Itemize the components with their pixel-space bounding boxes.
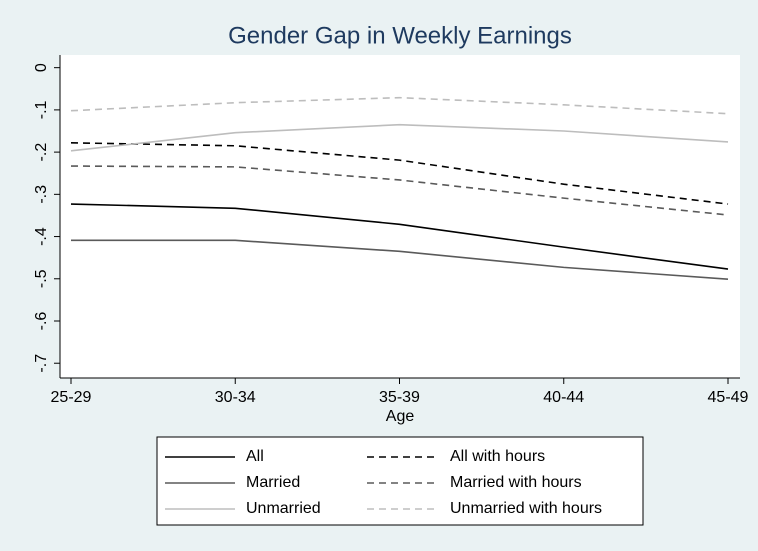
y-tick-label: -.6: [33, 312, 50, 331]
series-line: [70, 142, 729, 205]
legend-label: Married with hours: [450, 474, 582, 491]
x-axis-label: Age: [386, 408, 415, 425]
x-tick-label: 40-44: [543, 389, 584, 406]
legend-box: [156, 436, 644, 526]
chart-title: Gender Gap in Weekly Earnings: [228, 22, 572, 49]
x-tick-label: 30-34: [215, 389, 256, 406]
legend-label: All: [246, 448, 264, 465]
legend-label: All with hours: [450, 448, 545, 465]
series-line: [71, 239, 729, 280]
x-tick-label: 45-49: [708, 389, 749, 406]
x-tick-label: 35-39: [379, 389, 420, 406]
y-tick-label: -.5: [33, 269, 50, 288]
legend-label: Unmarried with hours: [450, 500, 602, 517]
legend-label: Unmarried: [246, 500, 321, 517]
y-tick-label: -.7: [33, 354, 50, 373]
y-tick-label: -.3: [33, 185, 50, 204]
y-tick-label: -.2: [33, 143, 50, 162]
x-tick-label: 25-29: [51, 389, 92, 406]
series-line: [70, 165, 729, 216]
y-tick-label: 0: [33, 63, 50, 72]
y-tick-label: -.4: [33, 227, 50, 246]
series-line: [70, 203, 729, 270]
series-line: [70, 123, 729, 152]
y-tick-label: -.1: [33, 100, 50, 119]
legend-label: Married: [246, 474, 300, 491]
series-line: [70, 96, 729, 115]
plot-area: [60, 55, 740, 378]
